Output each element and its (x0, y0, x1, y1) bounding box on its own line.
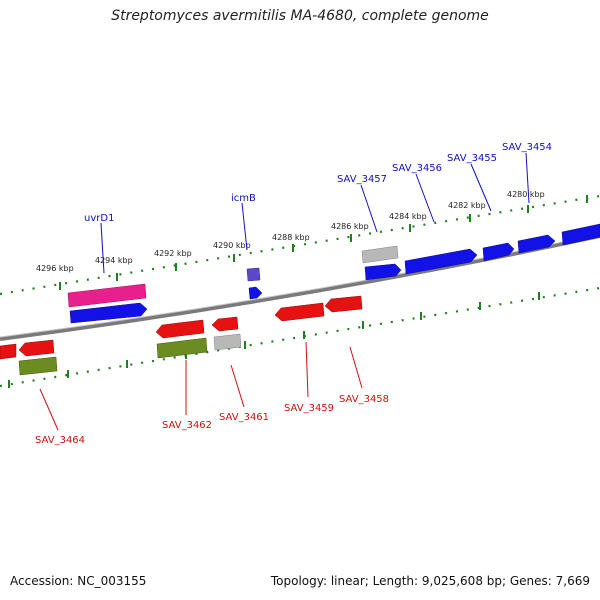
gene-SAV_3457-arrow[interactable] (364, 263, 402, 281)
scale-label: 4292 kbp (154, 249, 192, 258)
gene-label-SAV_3464[interactable]: SAV_3464 (35, 435, 85, 446)
gene-SAV_3458-arrow[interactable] (324, 295, 363, 313)
reverse-features (18, 333, 242, 376)
reverse-leaders (39, 341, 363, 431)
forward-genes (69, 223, 600, 324)
gene-icmB-arrow[interactable] (248, 286, 263, 300)
forward-scale-track (0, 194, 600, 296)
gene-SAV_3454-arrow[interactable] (517, 234, 556, 254)
gene-SAV_3459-arrow[interactable] (274, 302, 325, 322)
gene-label-SAV_3461[interactable]: SAV_3461 (219, 412, 269, 423)
gene-SAV_3461-arrow[interactable] (211, 316, 239, 332)
gene-label-SAV_3457[interactable]: SAV_3457 (337, 174, 387, 185)
gene-forward-edge-arrow[interactable] (561, 223, 600, 246)
accession-text: Accession: NC_003155 (10, 574, 147, 588)
gene-SAV_3455-arrow[interactable] (482, 242, 515, 262)
reverse-scale-track (0, 286, 600, 388)
gene-label-SAV_3455[interactable]: SAV_3455 (447, 153, 497, 164)
scale-label: 4294 kbp (95, 256, 133, 265)
gene-reverse-edge-arrow[interactable] (0, 343, 17, 360)
gene-SAV_3461-feature[interactable] (213, 333, 242, 351)
gene-label-icmB[interactable]: icmB (231, 193, 256, 204)
scale-label: 4286 kbp (331, 222, 369, 231)
gene-label-SAV_3456[interactable]: SAV_3456 (392, 163, 442, 174)
gene-SAV_3456-arrow[interactable] (404, 248, 478, 275)
gene-uvrD1-feature[interactable] (67, 283, 147, 308)
scale-label: 4282 kbp (448, 201, 486, 210)
map-title: Streptomyces avermitilis MA-4680, comple… (111, 8, 489, 24)
scale-label: 4290 kbp (213, 241, 251, 250)
genome-backbone (0, 234, 600, 341)
topology-text: Topology: linear; Length: 9,025,608 bp; … (270, 574, 590, 588)
gene-label-SAV_3454[interactable]: SAV_3454 (502, 142, 552, 153)
reverse-genes (0, 295, 363, 360)
gene-SAV_3464-feature[interactable] (18, 356, 58, 376)
gene-SAV_3464-arrow[interactable] (18, 339, 55, 357)
gene-label-SAV_3458[interactable]: SAV_3458 (339, 394, 389, 405)
pseudo-gene-feature[interactable] (361, 245, 399, 264)
gene-SAV_3462-feature[interactable] (156, 337, 208, 359)
gene-label-SAV_3459[interactable]: SAV_3459 (284, 403, 334, 414)
forward-features (67, 245, 399, 308)
scale-label: 4284 kbp (389, 212, 427, 221)
gene-uvrD1-arrow[interactable] (69, 302, 148, 324)
scale-label: 4296 kbp (36, 264, 74, 273)
scale-label: 4280 kbp (507, 190, 545, 199)
gene-label-uvrD1[interactable]: uvrD1 (84, 213, 114, 224)
rna-feature[interactable] (246, 267, 261, 282)
scale-label: 4288 kbp (272, 233, 310, 242)
forward-leaders (100, 152, 530, 274)
gene-SAV_3462-arrow[interactable] (155, 319, 205, 339)
gene-label-SAV_3462[interactable]: SAV_3462 (162, 420, 212, 431)
